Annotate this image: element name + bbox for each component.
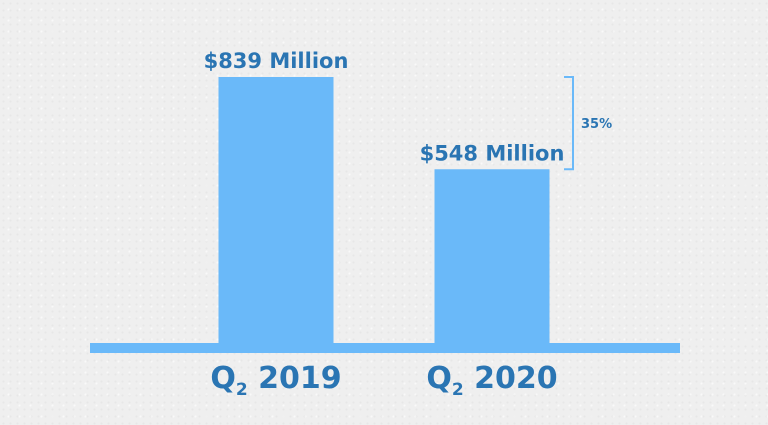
tick-label-2020: Q2 2020 bbox=[426, 361, 557, 400]
change-bracket bbox=[564, 76, 574, 171]
x-axis-baseline bbox=[90, 343, 680, 353]
bar-2019 bbox=[218, 77, 334, 344]
value-label-2020: $548 Million bbox=[420, 141, 565, 165]
bar-2020 bbox=[434, 169, 550, 344]
value-label-2019: $839 Million bbox=[204, 49, 349, 73]
change-percent-label: 35% bbox=[581, 117, 612, 132]
tick-label-2019: Q2 2019 bbox=[210, 361, 341, 400]
